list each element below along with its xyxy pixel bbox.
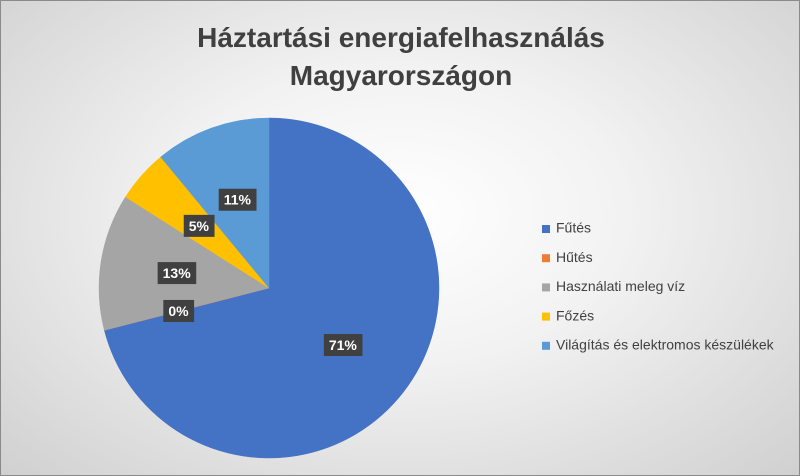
data-label-box <box>183 214 215 237</box>
data-label: 71% <box>329 337 358 353</box>
legend-label: Használati meleg víz <box>556 278 685 294</box>
legend-swatch <box>542 341 550 350</box>
data-label: 0% <box>168 303 189 319</box>
data-label: 11% <box>224 192 252 208</box>
legend-swatch <box>542 312 550 321</box>
data-label-box <box>218 188 257 211</box>
data-label: 5% <box>189 218 210 234</box>
legend-swatch <box>542 225 550 233</box>
legend-label: Világítás és elektromos készülékek <box>556 337 775 353</box>
data-label: 13% <box>163 265 192 281</box>
legend-label: Főzés <box>556 307 594 323</box>
legend-swatch <box>542 254 550 263</box>
data-label-box <box>157 262 197 285</box>
legend-label: Fűtés <box>556 220 591 236</box>
legend-swatch <box>542 283 550 292</box>
data-label-box <box>323 334 363 357</box>
pie-slice <box>104 117 440 459</box>
legend-label: Hűtés <box>556 249 593 265</box>
chart-title: Háztartási energiafelhasználás Magyarors… <box>197 22 605 91</box>
pie-slice <box>160 117 270 289</box>
data-label-box <box>163 299 195 322</box>
